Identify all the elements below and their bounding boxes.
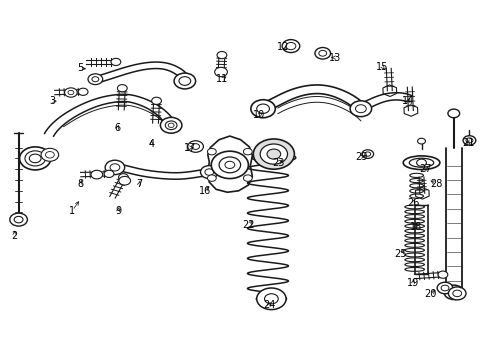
Text: 9: 9 xyxy=(115,206,121,216)
Circle shape xyxy=(416,159,426,166)
Text: 20: 20 xyxy=(423,289,436,300)
Polygon shape xyxy=(414,188,428,199)
Circle shape xyxy=(119,176,130,185)
Circle shape xyxy=(266,149,280,159)
Circle shape xyxy=(217,51,226,59)
Text: 22: 22 xyxy=(242,220,254,230)
Circle shape xyxy=(447,287,465,300)
Text: 16: 16 xyxy=(199,186,211,196)
Text: 21: 21 xyxy=(461,138,474,148)
Text: 1: 1 xyxy=(69,206,75,216)
Circle shape xyxy=(151,97,161,104)
Text: 19: 19 xyxy=(406,278,419,288)
Circle shape xyxy=(207,148,216,155)
Circle shape xyxy=(211,151,248,179)
Circle shape xyxy=(20,147,51,170)
Circle shape xyxy=(253,139,294,169)
Circle shape xyxy=(118,174,128,181)
Text: 8: 8 xyxy=(78,179,83,189)
Text: 14: 14 xyxy=(401,96,414,106)
Circle shape xyxy=(314,48,330,59)
Text: 7: 7 xyxy=(136,179,142,189)
Text: 27: 27 xyxy=(418,164,431,174)
Circle shape xyxy=(447,109,459,118)
Text: 29: 29 xyxy=(355,152,367,162)
Text: 18: 18 xyxy=(408,222,421,232)
Circle shape xyxy=(264,294,278,304)
Circle shape xyxy=(88,74,102,85)
Circle shape xyxy=(349,101,371,117)
Circle shape xyxy=(243,148,252,155)
Circle shape xyxy=(41,148,59,161)
Text: 10: 10 xyxy=(252,110,265,120)
Circle shape xyxy=(256,288,285,310)
Circle shape xyxy=(25,151,45,166)
Circle shape xyxy=(117,85,127,92)
Circle shape xyxy=(29,154,41,163)
Text: 17: 17 xyxy=(183,143,196,153)
Polygon shape xyxy=(403,105,417,116)
Ellipse shape xyxy=(403,156,439,170)
Circle shape xyxy=(207,175,216,181)
Text: 11: 11 xyxy=(216,74,228,84)
Text: 24: 24 xyxy=(262,300,275,310)
Circle shape xyxy=(250,100,275,118)
Text: 12: 12 xyxy=(277,42,289,52)
Circle shape xyxy=(78,88,88,95)
Polygon shape xyxy=(382,85,396,96)
Text: 5: 5 xyxy=(78,63,83,73)
Circle shape xyxy=(214,67,227,77)
Circle shape xyxy=(417,138,425,144)
Text: 6: 6 xyxy=(114,123,120,133)
Circle shape xyxy=(219,157,240,173)
Circle shape xyxy=(443,285,463,300)
Circle shape xyxy=(437,271,447,278)
Circle shape xyxy=(462,136,475,145)
Circle shape xyxy=(91,170,102,179)
Circle shape xyxy=(282,40,299,53)
Text: 2: 2 xyxy=(12,231,18,241)
Circle shape xyxy=(104,170,114,177)
Circle shape xyxy=(174,73,195,89)
Polygon shape xyxy=(207,136,252,192)
Circle shape xyxy=(160,117,182,133)
Text: 3: 3 xyxy=(50,96,56,106)
Text: 26: 26 xyxy=(406,198,419,208)
Text: 25: 25 xyxy=(394,249,407,259)
Ellipse shape xyxy=(408,158,433,167)
Text: 4: 4 xyxy=(148,139,154,149)
Text: 15: 15 xyxy=(375,62,388,72)
Circle shape xyxy=(10,213,27,226)
Circle shape xyxy=(256,104,269,113)
Text: 28: 28 xyxy=(429,179,442,189)
Circle shape xyxy=(260,144,287,164)
Circle shape xyxy=(243,175,252,181)
Circle shape xyxy=(436,282,452,294)
Circle shape xyxy=(105,160,124,175)
Circle shape xyxy=(111,58,121,66)
Circle shape xyxy=(200,166,218,179)
Circle shape xyxy=(187,141,203,152)
Text: 23: 23 xyxy=(272,158,285,168)
Circle shape xyxy=(165,121,177,130)
Circle shape xyxy=(361,150,373,158)
Circle shape xyxy=(64,88,77,97)
Text: 13: 13 xyxy=(328,53,341,63)
